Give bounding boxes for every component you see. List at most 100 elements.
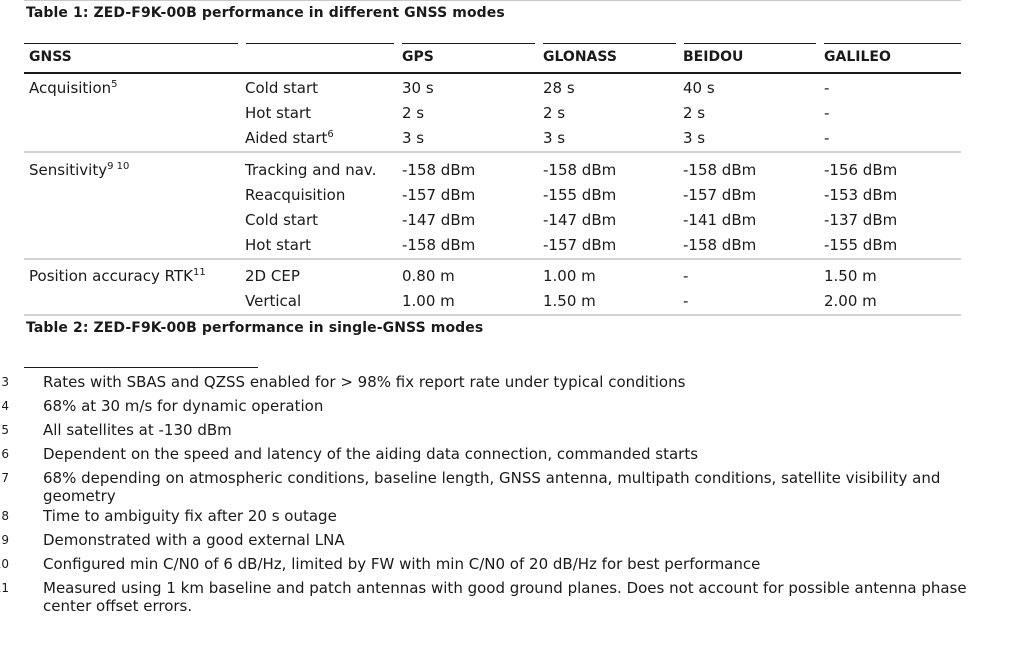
glonass-cell: 1.50 m [543,292,596,310]
top-rule [24,0,961,1]
beidou-cell: -141 dBm [683,211,757,229]
footnote-number: 6 [1,447,9,461]
header-gnss: GNSS [29,49,72,65]
metric-text: Vertical [245,292,302,310]
footnote-separator [24,367,258,368]
table-row: Position accuracy RTK11 2D CEP 0.80 m 1.00 … [24,264,961,289]
header-rule-gap [394,43,402,45]
performance-table: GNSS GPS GLONASS BEIDOU GALILEO Acquisit… [24,43,961,316]
metric-cell: Hot start [245,104,311,122]
glonass-cell: -158 dBm [543,161,617,179]
galileo-cell: -153 dBm [824,186,898,204]
table-2-caption: Table 2: ZED-F9K-00B performance in sing… [26,320,484,336]
footnote-text: Dependent on the speed and latency of th… [43,445,699,463]
table-row: Reacquisition -157 dBm -155 dBm -157 dBm -15… [24,183,961,208]
footnote-number: 10 [0,557,9,571]
footnote-text: Time to ambiguity fix after 20 s outage [43,507,337,525]
galileo-cell: - [824,79,830,97]
header-rule-gap [535,43,543,45]
metric-cell: Cold start [245,79,318,97]
footnote-number: 4 [1,399,9,413]
group-label-text: Acquisition [29,79,112,97]
metric-text: 2D CEP [245,267,300,285]
footnote-number: 3 [1,375,9,389]
footnote-text: 68% at 30 m/s for dynamic operation [43,397,324,415]
metric-cell: Cold start [245,211,318,229]
group-label: Acquisition5 [29,79,118,97]
beidou-cell: 40 s [683,79,715,97]
footnote-text: Demonstrated with a good external LNA [43,531,345,549]
gps-cell: -147 dBm [402,211,476,229]
group-label: Position accuracy RTK11 [29,267,206,285]
glonass-cell: 28 s [543,79,575,97]
table-body: Acquisition5 Cold start 30 s 28 s 40 s - Hot s… [24,74,961,316]
metric-text: Aided start [245,129,328,147]
galileo-cell: - [824,104,830,122]
glonass-cell: 3 s [543,129,566,147]
table-row: Acquisition5 Cold start 30 s 28 s 40 s - [24,76,961,101]
table-row: Hot start 2 s 2 s 2 s - [24,101,961,126]
metric-text: Cold start [245,211,319,229]
gps-cell: -158 dBm [402,161,476,179]
gps-cell: 2 s [402,104,425,122]
header-galileo: GALILEO [824,49,891,65]
metric-text: Hot start [245,236,312,254]
galileo-cell: -137 dBm [824,211,898,229]
footnote-text: Rates with SBAS and QZSS enabled for > 9… [43,373,686,391]
footnote-text: Measured using 1 km baseline and patch a… [43,579,967,615]
footnote-number: 7 [1,471,9,485]
header-beidou: BEIDOU [683,49,744,65]
table-row: Cold start -147 dBm -147 dBm -141 dBm -137 d… [24,208,961,233]
header-rule-gap [816,43,824,45]
table-group: Position accuracy RTK11 2D CEP 0.80 m 1.00 … [24,260,961,316]
footnote-number: 8 [1,509,9,523]
metric-text: Hot start [245,104,312,122]
beidou-cell: -157 dBm [683,186,757,204]
footnote-text: 68% depending on atmospheric conditions,… [43,469,941,505]
footnote-ref: 6 [327,129,334,140]
table-row: Hot start -158 dBm -157 dBm -158 dBm -155 dB… [24,233,961,258]
group-label-text: Position accuracy RTK [29,267,193,285]
footnote-number: 9 [1,533,9,547]
metric-cell: Tracking and nav. [245,161,376,179]
galileo-cell: 2.00 m [824,292,877,310]
metric-cell: Reacquisition [245,186,345,204]
gps-cell: 0.80 m [402,267,455,285]
group-label: Sensitivity9 10 [29,161,129,179]
header-gps: GPS [402,49,434,65]
gps-cell: 1.00 m [402,292,455,310]
footnote-ref: 5 [111,79,118,90]
metric-cell: 2D CEP [245,267,300,285]
glonass-cell: -155 dBm [543,186,617,204]
galileo-cell: -155 dBm [824,236,898,254]
footnote-text: All satellites at -130 dBm [43,421,232,439]
footnote-text: Configured min C/N0 of 6 dB/Hz, limited … [43,555,761,573]
galileo-cell: 1.50 m [824,267,877,285]
footnote-number: 5 [1,423,9,437]
beidou-cell: 3 s [683,129,706,147]
beidou-cell: 2 s [683,104,706,122]
header-rule-gap [676,43,684,45]
footnote-ref: 11 [192,267,206,278]
group-label-text: Sensitivity [29,161,108,179]
table-header: GNSS GPS GLONASS BEIDOU GALILEO [24,43,961,74]
beidou-cell: - [683,267,689,285]
metric-text: Cold start [245,79,319,97]
metric-text: Tracking and nav. [245,161,377,179]
glonass-cell: 2 s [543,104,566,122]
header-glonass: GLONASS [543,49,617,65]
gps-cell: 30 s [402,79,434,97]
table-group: Acquisition5 Cold start 30 s 28 s 40 s - Hot s… [24,74,961,153]
glonass-cell: -157 dBm [543,236,617,254]
table-row: Sensitivity9 10 Tracking and nav. -158 dBm… [24,158,961,183]
galileo-cell: - [824,129,830,147]
gps-cell: 3 s [402,129,425,147]
beidou-cell: - [683,292,689,310]
glonass-cell: 1.00 m [543,267,596,285]
table-row: Aided start6 3 s 3 s 3 s - [24,126,961,151]
gps-cell: -158 dBm [402,236,476,254]
galileo-cell: -156 dBm [824,161,898,179]
footnote-number: 11 [0,581,9,595]
metric-cell: Aided start6 [245,129,334,147]
beidou-cell: -158 dBm [683,161,757,179]
